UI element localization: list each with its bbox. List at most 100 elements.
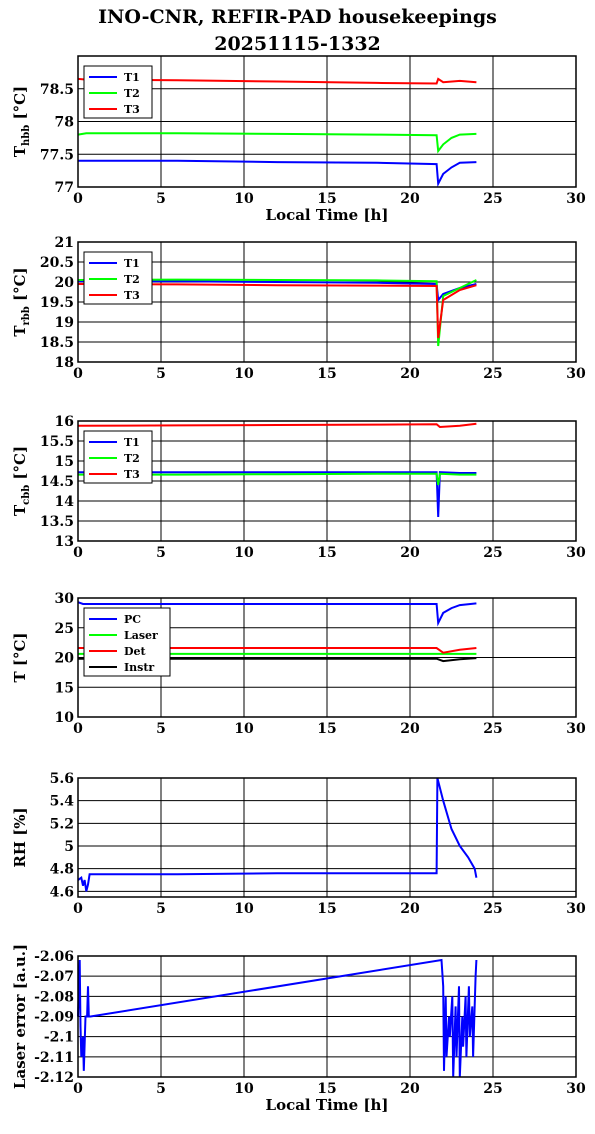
y-tick-label: 15 [55, 454, 74, 470]
legend-label: T1 [124, 436, 140, 449]
y-tick-label: 4.6 [50, 884, 74, 900]
x-axis-label: Local Time [h] [266, 1096, 389, 1114]
x-tick-label: 0 [73, 901, 83, 917]
y-tick-label: 18.5 [40, 335, 74, 351]
y-tick-label: -2.06 [34, 949, 74, 965]
series-line-instr [78, 657, 477, 663]
chart-panel-6: 0 5 10 15 20 25 30 -2.12 -2.11 -2.1 -2.09 -2.08 -2.0… [11, 944, 586, 1114]
x-tick-label: 10 [234, 901, 254, 917]
x-tick-label: 10 [234, 191, 254, 207]
legend-label: Det [124, 645, 147, 658]
y-tick-label: 5.6 [50, 771, 74, 787]
legend: T1 T2 T3 [83, 430, 153, 484]
y-tick-label: 78 [55, 115, 74, 131]
y-tick-label: 30 [55, 591, 75, 607]
x-tick-label: 25 [483, 366, 502, 382]
y-tick-label: 5.4 [50, 794, 75, 810]
x-tick-label: 5 [156, 1081, 166, 1097]
x-tick-label: 20 [400, 545, 420, 561]
legend: T1 T2 T3 [83, 65, 153, 119]
y-axis-label: T [°C] [11, 632, 29, 682]
x-tick-label: 25 [483, 721, 502, 737]
y-tick-label: -2.07 [34, 969, 74, 985]
x-tick-label: 30 [566, 1081, 586, 1097]
x-tick-label: 15 [317, 545, 336, 561]
y-tick-label: 25 [55, 621, 74, 637]
x-axis-label: Local Time [h] [266, 206, 389, 224]
x-tick-label: 0 [73, 191, 83, 207]
plot-frame [77, 955, 577, 1078]
legend-label: Instr [124, 661, 154, 674]
title-line-1: INO-CNR, REFIR-PAD housekeepings [98, 6, 497, 28]
y-tick-label: 13 [55, 534, 74, 550]
x-tick-label: 15 [317, 191, 336, 207]
series-line-t2 [77, 132, 477, 154]
y-tick-label: 20 [55, 651, 75, 667]
chart-panel-4: 0 5 10 15 20 25 30 10 15 20 25 30 T [°C] PC Laser Det In… [11, 591, 586, 737]
y-axis-label: Tcbb [°C] [11, 446, 32, 516]
legend: PC Laser Det Instr [83, 607, 171, 677]
legend-label: T3 [124, 468, 140, 481]
chart-panel-1: 0 5 10 15 20 25 30 77 77.5 78 78.5 Local Time [h] Th… [11, 55, 586, 224]
x-tick-label: 10 [234, 1081, 254, 1097]
x-tick-label: 5 [156, 191, 166, 207]
x-tick-label: 5 [156, 901, 166, 917]
y-tick-label: -2.1 [44, 1030, 74, 1046]
series-line-t3 [77, 283, 477, 339]
legend-label: T2 [124, 452, 140, 465]
x-tick-label: 5 [156, 545, 166, 561]
x-tick-label: 5 [156, 721, 166, 737]
y-tick-label: 14 [55, 494, 75, 510]
x-tick-label: 0 [73, 1081, 83, 1097]
x-tick-label: 10 [234, 545, 254, 561]
y-tick-label: 19 [55, 315, 74, 331]
y-tick-label: 77 [55, 180, 74, 196]
x-tick-label: 15 [317, 366, 336, 382]
plot-frame [77, 55, 577, 188]
legend-label: T3 [124, 289, 140, 302]
x-tick-label: 20 [400, 901, 420, 917]
series-line-t2 [77, 278, 477, 347]
plot-frame [77, 777, 577, 898]
y-tick-label: 5 [64, 839, 74, 855]
series-line-t3 [77, 422, 477, 429]
chart-panel-3: 0 5 10 15 20 25 30 13 13.5 14 14.5 15 15.5 16 Tcbb [°C… [11, 414, 586, 561]
y-tick-label: 78.5 [40, 82, 74, 98]
x-tick-label: 30 [566, 901, 586, 917]
y-tick-label: 18 [55, 355, 74, 371]
chart-panel-2: 0 5 10 15 20 25 30 18 18.5 19 19.5 20 20.5 21 Trbb [°C… [11, 235, 586, 382]
legend-label: T1 [124, 71, 140, 84]
y-tick-label: 20.5 [40, 255, 74, 271]
legend-label: T3 [124, 103, 140, 116]
figure-title: INO-CNR, REFIR-PAD housekeepings 2025111… [0, 4, 595, 58]
x-tick-label: 15 [317, 721, 336, 737]
y-tick-label: 77.5 [40, 147, 74, 163]
y-tick-label: 21 [55, 235, 74, 251]
y-tick-label: 14.5 [40, 474, 74, 490]
legend-label: Laser [124, 629, 158, 642]
x-tick-label: 20 [400, 721, 420, 737]
legend: T1 T2 T3 [83, 251, 153, 305]
x-tick-label: 0 [73, 545, 83, 561]
series-line-det [78, 647, 477, 654]
legend-label: PC [124, 613, 141, 626]
y-tick-label: 15 [55, 680, 74, 696]
series-line-t1 [78, 471, 477, 518]
x-tick-label: 25 [483, 1081, 502, 1097]
x-tick-label: 20 [400, 366, 420, 382]
series-line-pc [77, 601, 477, 627]
y-tick-label: -2.11 [34, 1050, 74, 1066]
y-axis-label: Trbb [°C] [11, 267, 32, 336]
legend-label: T2 [124, 87, 140, 100]
plot-frame [77, 241, 577, 363]
series-line-1 [77, 777, 478, 892]
x-tick-label: 15 [317, 1081, 336, 1097]
y-tick-label: 13.5 [40, 514, 74, 530]
x-tick-label: 15 [317, 901, 336, 917]
y-axis-label: Thbb [°C] [11, 86, 32, 157]
y-tick-label: -2.08 [34, 989, 74, 1005]
y-tick-label: 4.8 [50, 862, 74, 878]
plot-frame [77, 420, 577, 542]
title-line-2: 20251115-1332 [214, 33, 381, 55]
